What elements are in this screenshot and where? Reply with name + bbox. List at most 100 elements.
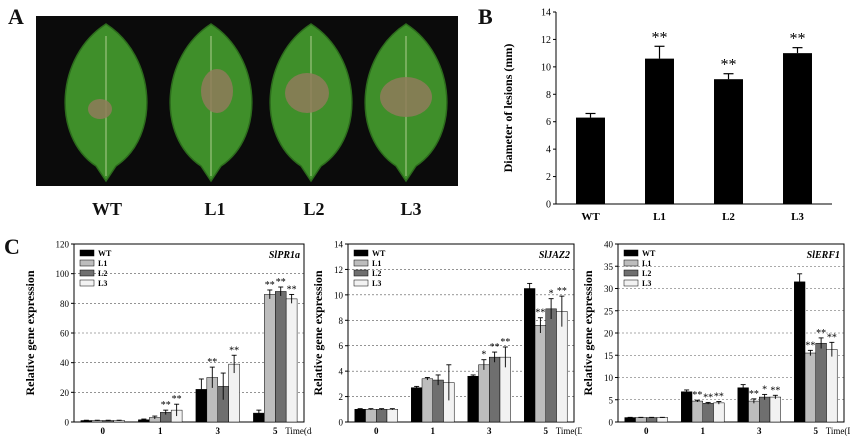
y-axis-label: Relative gene expression (23, 270, 37, 395)
significance-mark: ** (557, 286, 567, 297)
y-tick-label: 40 (604, 240, 614, 250)
legend-label-wt: WT (372, 249, 386, 258)
y-tick-label: 40 (60, 358, 70, 368)
y-tick-label: 25 (604, 306, 614, 316)
y-tick-label: 0 (339, 418, 344, 428)
legend-swatch-l2 (79, 269, 95, 277)
y-tick-label: 120 (56, 240, 70, 250)
significance-mark: ** (161, 400, 171, 411)
bar-l3 (783, 53, 812, 205)
slpr1a-expression-chart: 0 20 40 60 80 100 120 Relative gene expression 0… (23, 240, 312, 437)
legend-swatch-l1 (353, 259, 369, 267)
leaf-photo-drawing (64, 23, 448, 183)
x-tick-label: 3 (757, 426, 762, 436)
significance-mark: ** (749, 389, 759, 400)
bar-l3-5 (285, 298, 298, 423)
x-tick-label: L2 (722, 211, 735, 223)
bar-l1-5 (804, 352, 816, 423)
bar-l3-0 (386, 409, 398, 423)
y-tick-label: 10 (541, 62, 551, 73)
y-tick-label: 4 (339, 367, 344, 377)
significance-mark: ** (805, 340, 815, 351)
legend-label-l3: L3 (642, 279, 651, 288)
bar-wt-1 (681, 391, 693, 423)
y-tick-label: 8 (546, 90, 551, 101)
legend-label-l1: L1 (642, 259, 651, 268)
significance-mark: ** (229, 345, 239, 356)
bar-l1-0 (365, 409, 377, 423)
legend-label-l2: L2 (98, 269, 107, 278)
bar-l1-0 (635, 417, 647, 423)
significance-mark: ** (703, 392, 713, 403)
lesion-spot (380, 77, 432, 117)
significance-mark: * (762, 384, 767, 395)
x-tick-label: L1 (653, 211, 666, 223)
significance-mark: ** (692, 390, 702, 401)
bar-l1-1 (421, 378, 433, 423)
x-tick-label: 5 (273, 426, 278, 436)
significance-mark: ** (714, 392, 724, 403)
x-tick-label: 0 (644, 426, 649, 436)
lesion-diameter-chart: 0 2 4 6 8 10 12 14 Diameter of lesions (mm) WT ** L… (501, 8, 832, 223)
bar-wt-0 (624, 417, 636, 423)
bar-wt-3 (737, 387, 749, 423)
legend-swatch-wt (79, 249, 95, 257)
legend-label-wt: WT (98, 249, 112, 258)
legend-label-wt: WT (642, 249, 656, 258)
y-tick-label: 6 (546, 117, 551, 128)
significance-mark: ** (535, 308, 545, 319)
legend-label-l2: L2 (372, 269, 381, 278)
y-tick-label: 35 (604, 262, 614, 272)
significance-mark: * (481, 350, 486, 361)
leaf-label-l1: L1 (204, 199, 226, 219)
x-axis-label: Time(days) (285, 426, 312, 436)
bar-l1-3 (478, 364, 490, 423)
y-tick-label: 2 (546, 172, 551, 183)
legend-swatch-l2 (353, 269, 369, 277)
x-tick-label: L3 (791, 211, 804, 223)
y-tick-label: 5 (609, 395, 614, 405)
chart-title: SlERF1 (807, 250, 840, 261)
leaf-label-l3: L3 (400, 199, 422, 219)
legend-swatch-l1 (623, 259, 639, 267)
x-tick-label: 0 (374, 426, 379, 436)
bar-l1 (645, 58, 674, 204)
bar-l1-5 (534, 325, 546, 423)
bar-l3-1 (713, 402, 725, 423)
significance-mark: ** (816, 328, 826, 339)
y-tick-label: 14 (541, 8, 551, 19)
bar-l1-3 (748, 400, 760, 423)
significance-mark: ** (827, 332, 837, 343)
chart-title: SlJAZ2 (539, 250, 570, 261)
lesion-spot (285, 73, 329, 113)
significance-mark: ** (207, 357, 217, 368)
legend-label-l2: L2 (642, 269, 651, 278)
significance-mark: ** (490, 342, 500, 353)
bar-wt-5 (524, 288, 536, 423)
bar-wt-3 (467, 375, 479, 423)
significance-mark: ** (721, 57, 737, 74)
legend-swatch-l2 (623, 269, 639, 277)
legend-swatch-l3 (623, 279, 639, 287)
legend-swatch-l3 (79, 279, 95, 287)
y-tick-label: 6 (339, 341, 344, 351)
y-tick-label: 20 (604, 329, 614, 339)
plot-frame (347, 243, 575, 423)
x-tick-label: 5 (814, 426, 819, 436)
bar-wt-1 (411, 387, 423, 423)
x-tick-label: 0 (101, 426, 106, 436)
legend-swatch-l3 (353, 279, 369, 287)
significance-mark: ** (500, 337, 510, 348)
significance-mark: ** (770, 385, 780, 396)
y-tick-label: 4 (546, 145, 551, 156)
legend-swatch-wt (353, 249, 369, 257)
bar-l3-0 (656, 417, 668, 423)
y-tick-label: 14 (334, 240, 344, 250)
bar-wt-0 (354, 409, 366, 423)
bar-l2-5 (545, 308, 557, 423)
bar-l1-1 (691, 400, 703, 423)
y-tick-label: 2 (339, 392, 344, 402)
y-axis-label: Relative gene expression (582, 270, 595, 395)
